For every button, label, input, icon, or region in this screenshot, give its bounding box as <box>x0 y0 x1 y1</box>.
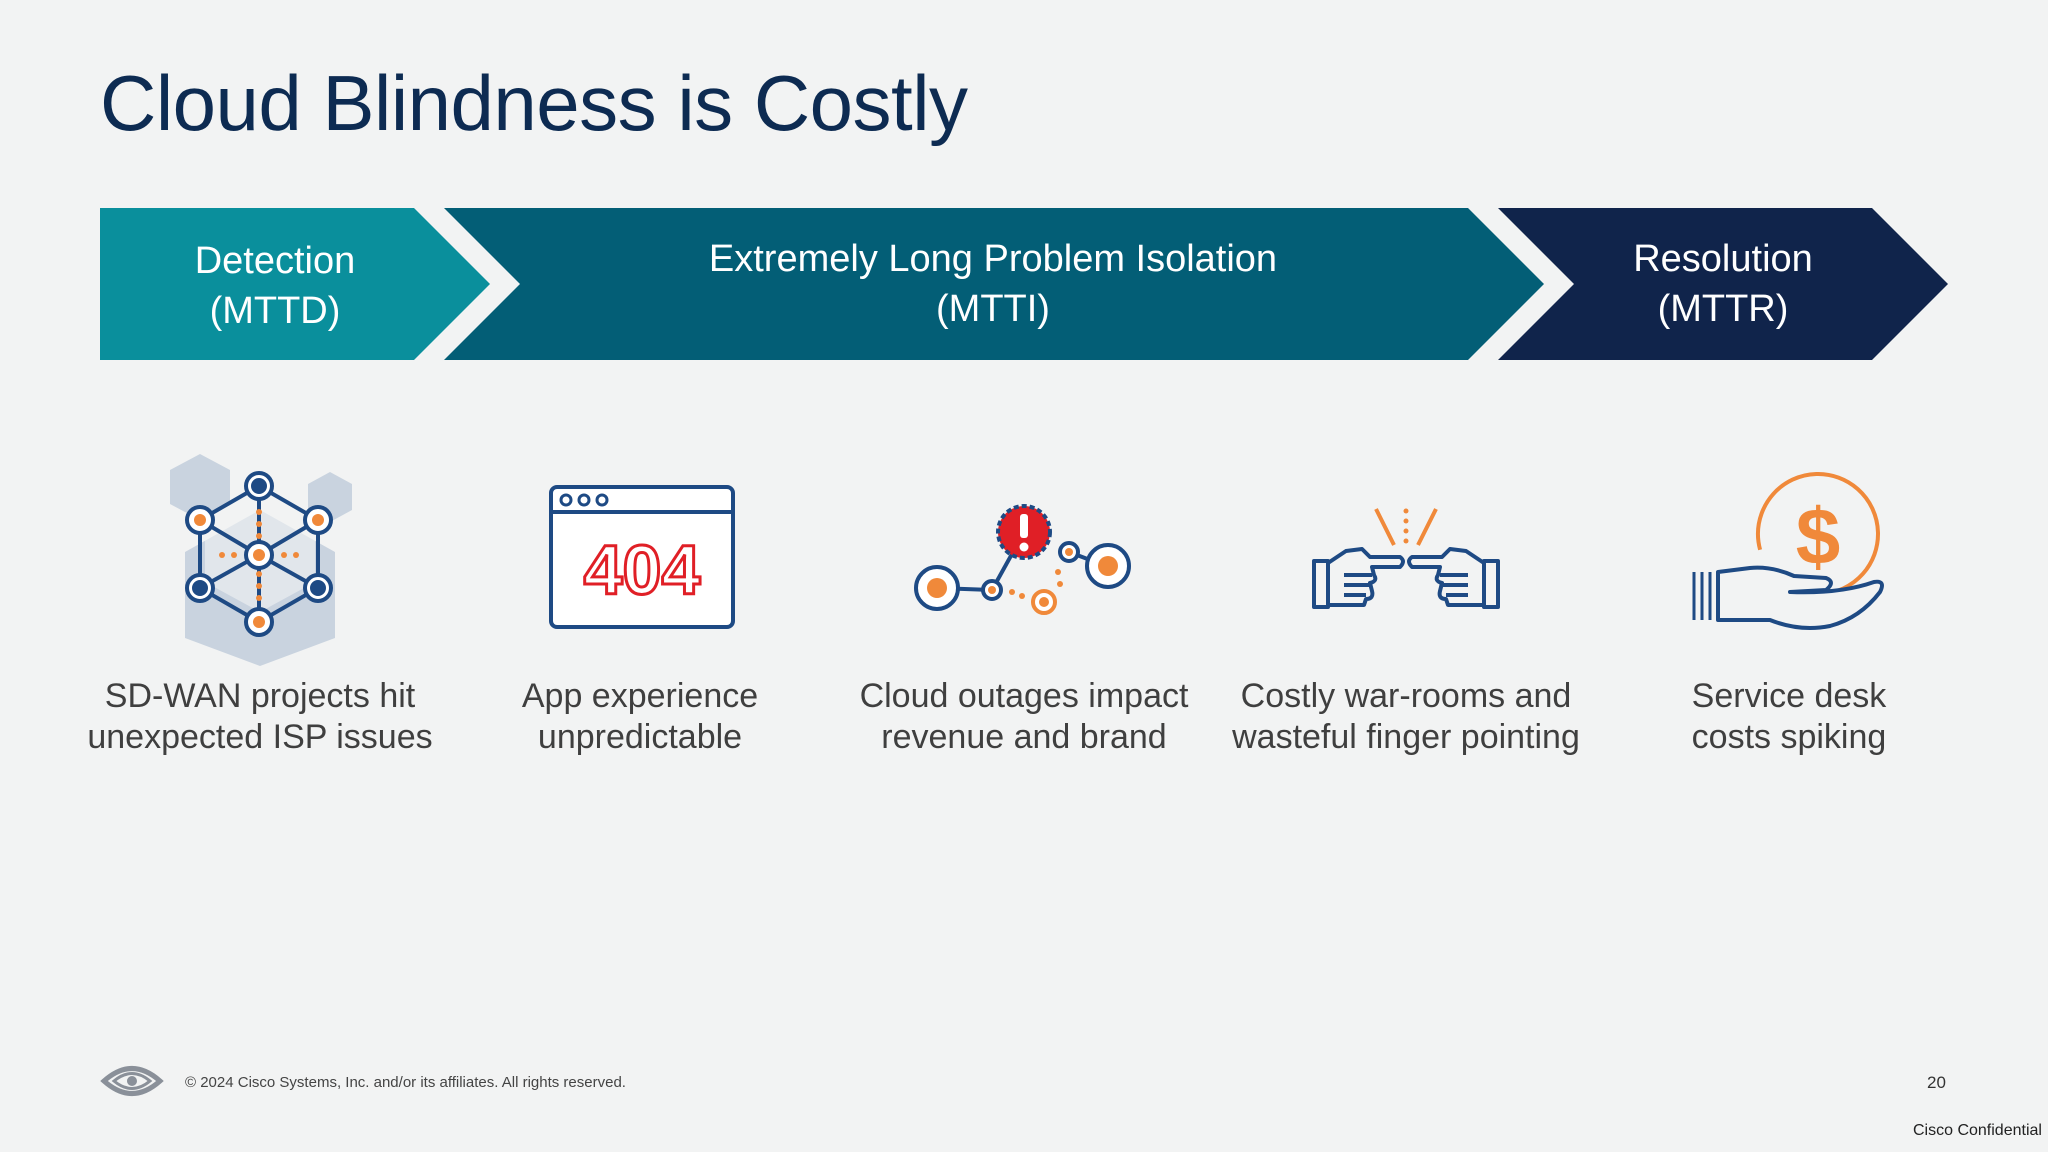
item-caption-sdwan-line2: unexpected ISP issues <box>87 718 433 756</box>
item-caption-servicedesk: Service desk costs spiking <box>1589 676 1989 758</box>
item-caption-warrooms-line2: wasteful finger pointing <box>1232 718 1580 756</box>
confidential-label: Cisco Confidential <box>1913 1122 2042 1139</box>
item-caption-app-line1: App experience <box>521 677 759 715</box>
item-caption-servicedesk-line2: costs spiking <box>1691 718 1887 756</box>
phase-isolation-metric: (MTTI) <box>936 288 1050 330</box>
item-caption-outages-line2: revenue and brand <box>881 718 1167 756</box>
phase-isolation-name: Extremely Long Problem Isolation <box>708 238 1278 280</box>
slide-title: Cloud Blindness is Costly <box>100 59 968 147</box>
hand-dollar-icon: $ <box>1692 472 1884 630</box>
finger-pointing-icon <box>1312 508 1500 609</box>
error-code-404: 404 <box>584 531 701 609</box>
resolution-chevron <box>1498 208 1948 360</box>
phase-detection-name: Detection <box>194 240 356 282</box>
item-caption-sdwan-line1: SD-WAN projects hit <box>104 677 416 715</box>
phase-resolution-name: Resolution <box>1633 238 1813 280</box>
item-caption-outages: Cloud outages impact revenue and brand <box>824 676 1224 758</box>
phase-detection-metric: (MTTD) <box>209 290 341 332</box>
phase-resolution-metric: (MTTR) <box>1657 288 1789 330</box>
item-caption-sdwan: SD-WAN projects hit unexpected ISP issue… <box>60 676 460 758</box>
outage-network-icon <box>914 504 1131 615</box>
phase-detection-label: Detection (MTTD) <box>135 236 415 336</box>
page-number: 20 <box>1927 1073 1946 1092</box>
browser-404-icon: 404 <box>549 485 735 629</box>
isolation-chevron <box>444 208 1544 360</box>
item-caption-app-line2: unpredictable <box>537 718 743 756</box>
copyright-notice: © 2024 Cisco Systems, Inc. and/or its af… <box>185 1074 626 1091</box>
item-caption-servicedesk-line1: Service desk <box>1691 677 1887 715</box>
phase-resolution-label: Resolution (MTTR) <box>1573 234 1873 334</box>
item-caption-warrooms: Costly war-rooms and wasteful finger poi… <box>1206 676 1606 758</box>
eye-logo-icon <box>100 1066 164 1096</box>
phase-isolation-label: Extremely Long Problem Isolation (MTTI) <box>593 234 1393 334</box>
network-cube-icon <box>170 454 352 666</box>
item-caption-outages-line1: Cloud outages impact <box>859 677 1189 715</box>
item-caption-warrooms-line1: Costly war-rooms and <box>1240 677 1572 715</box>
detection-chevron <box>100 208 490 360</box>
item-caption-app: App experience unpredictable <box>440 676 840 758</box>
dollar-sign: $ <box>1796 492 1841 581</box>
